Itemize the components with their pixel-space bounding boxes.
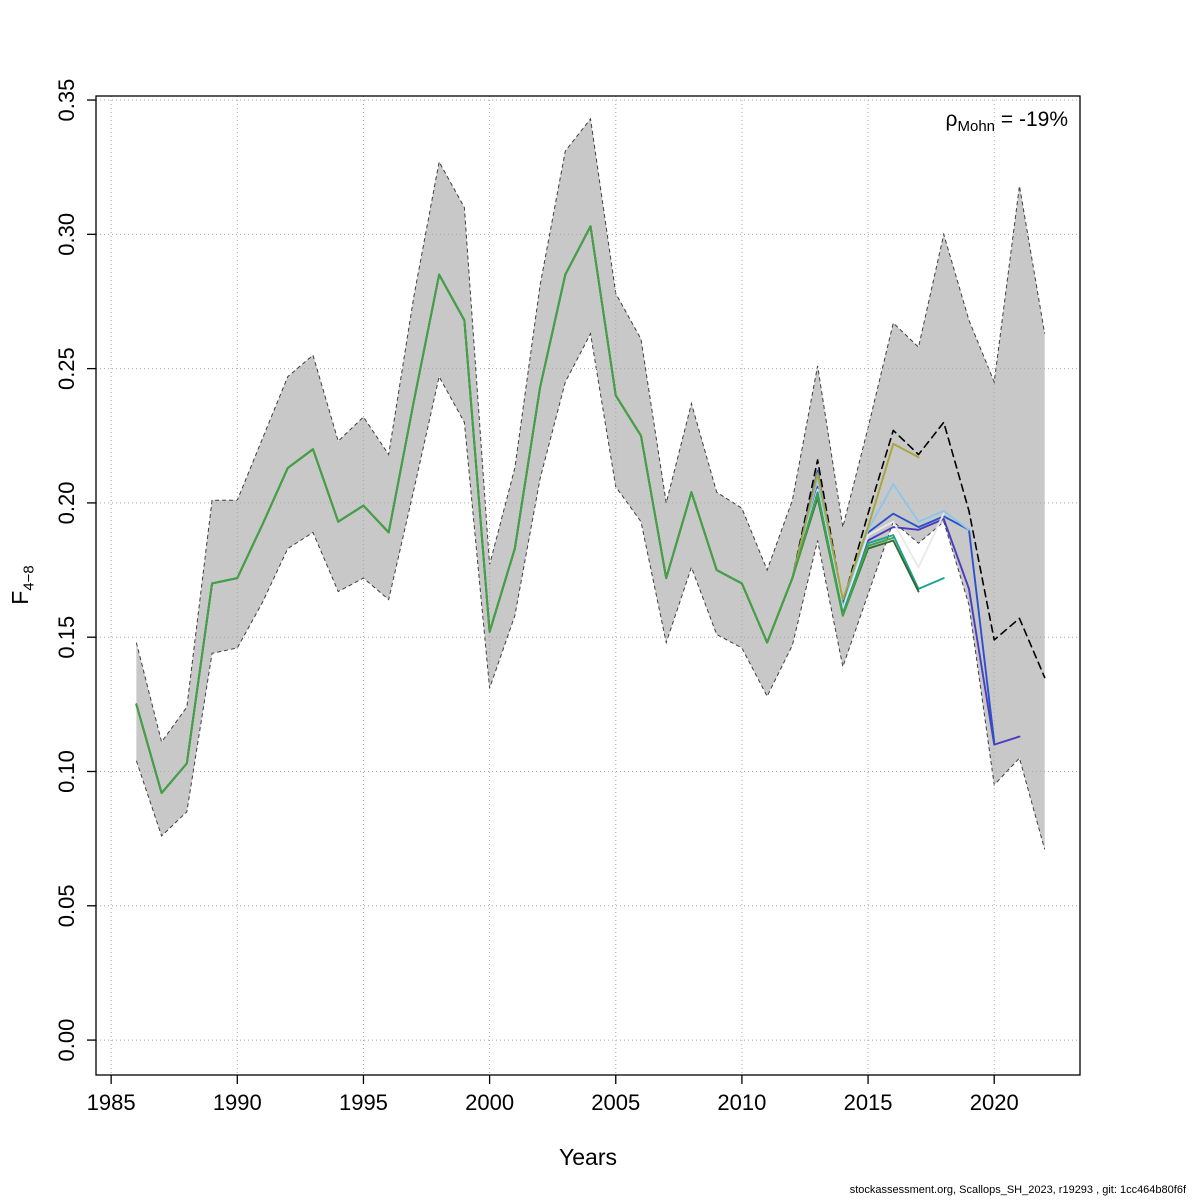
y-axis-title-sub: 4−8 <box>20 565 38 591</box>
rho-symbol: ρ <box>945 108 958 131</box>
x-tick-label: 2010 <box>717 1090 766 1115</box>
x-tick-label: 2020 <box>970 1090 1019 1115</box>
y-tick-label: 0.00 <box>54 1019 79 1062</box>
series-line-retro-2016-green <box>135 225 895 794</box>
footer-citation: stockassessment.org, Scallops_SH_2023, r… <box>849 1184 1186 1196</box>
y-axis-title: F4−8 <box>7 525 38 645</box>
confidence-band <box>136 118 1045 850</box>
axis-ticks: 1985 1990 1995 2000 2005 2010 2015 2020 0.00 0.05… <box>54 79 1019 1115</box>
mohn-rho-annotation: ρMohn = -19% <box>946 108 1068 135</box>
x-tick-label: 1985 <box>87 1090 136 1115</box>
rho-subscript: Mohn <box>957 118 996 136</box>
y-tick-label: 0.30 <box>54 213 79 256</box>
x-tick-label: 2000 <box>465 1090 514 1115</box>
rho-value: = -19% <box>995 108 1068 131</box>
y-axis-title-main: F <box>7 590 33 605</box>
y-tick-label: 0.35 <box>54 79 79 122</box>
confidence-band-upper-edge <box>135 117 1046 744</box>
y-tick-label: 0.15 <box>54 616 79 659</box>
y-tick-label: 0.10 <box>54 750 79 793</box>
y-tick-label: 0.20 <box>54 481 79 524</box>
x-tick-label: 1995 <box>339 1090 388 1115</box>
x-tick-label: 1990 <box>213 1090 262 1115</box>
x-tick-label: 2005 <box>591 1090 640 1115</box>
confidence-band-lower-edge <box>135 332 1046 850</box>
x-axis-title: Years <box>559 1144 617 1170</box>
series-lines <box>135 225 1046 794</box>
grid <box>96 96 1080 1075</box>
plot-box <box>95 95 1081 1076</box>
x-tick-label: 2015 <box>844 1090 893 1115</box>
y-tick-label: 0.05 <box>54 884 79 927</box>
y-tick-label: 0.25 <box>54 347 79 390</box>
